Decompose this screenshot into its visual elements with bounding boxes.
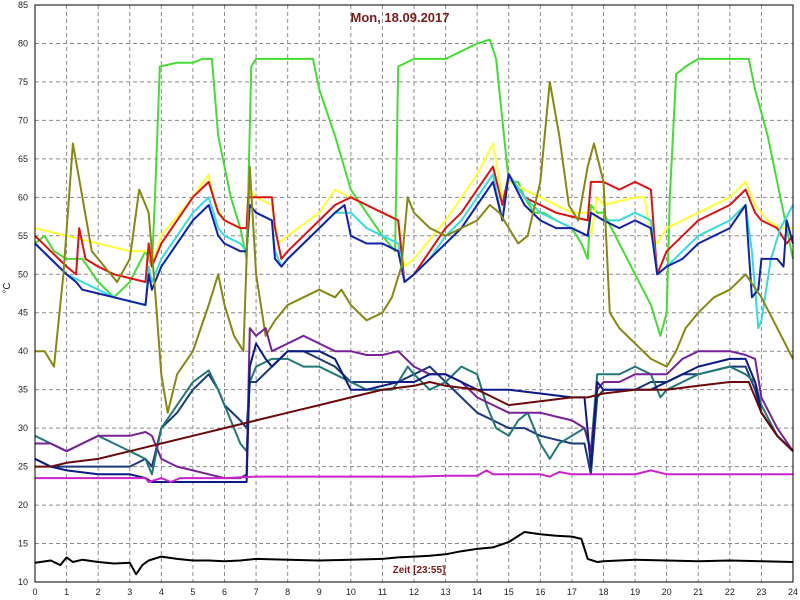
x-tick-label: 20 <box>662 587 672 597</box>
series-line-6 <box>35 80 794 414</box>
x-tick-label: 13 <box>441 587 451 597</box>
series-line-13 <box>34 531 794 576</box>
axes: 0 1 2 3 4 5 6 7 8 9 10 11 12 13 14 15 16 17 18 19 20 21 22 23 24… <box>18 0 798 597</box>
x-tick-label: 17 <box>567 587 577 597</box>
series-line-10 <box>34 342 794 483</box>
y-axis-label: °C <box>2 282 13 293</box>
x-tick-label: 7 <box>254 587 259 597</box>
y-tick-label: 20 <box>18 500 28 510</box>
y-tick-label: 85 <box>18 0 28 10</box>
y-tick-label: 55 <box>18 231 28 241</box>
x-tick-label: 9 <box>317 587 322 597</box>
x-tick-label: 8 <box>285 587 290 597</box>
x-tick-label: 1 <box>64 587 69 597</box>
x-tick-label: 19 <box>630 587 640 597</box>
x-tick-label: 10 <box>346 587 356 597</box>
plot-frame <box>34 4 794 583</box>
x-tick-label: 15 <box>504 587 514 597</box>
x-tick-label: 0 <box>32 587 37 597</box>
x-tick-label: 14 <box>472 587 482 597</box>
series-line-11 <box>35 381 794 468</box>
x-tick-label: 4 <box>159 587 164 597</box>
chart-title: Mon, 18.09.2017 <box>351 10 450 25</box>
y-tick-label: 80 <box>18 38 28 48</box>
x-tick-label: 18 <box>598 587 608 597</box>
y-tick-label: 30 <box>18 423 28 433</box>
y-tick-label: 50 <box>18 269 28 279</box>
series-line-1 <box>34 38 794 337</box>
x-tick-label: 21 <box>693 587 703 597</box>
x-tick-label: 5 <box>190 587 195 597</box>
y-tick-label: 40 <box>18 346 28 356</box>
x-tick-label: 11 <box>378 587 387 597</box>
x-tick-label: 16 <box>535 587 545 597</box>
y-tick-label: 45 <box>18 308 28 318</box>
x-tick-label: 22 <box>725 587 735 597</box>
x-tick-label: 24 <box>788 587 798 597</box>
series-line-9 <box>35 327 794 480</box>
y-tick-label: 70 <box>18 115 28 125</box>
y-tick-label: 75 <box>18 77 28 87</box>
x-tick-label: 6 <box>222 587 227 597</box>
y-tick-label: 15 <box>18 539 28 549</box>
series-group <box>34 38 794 576</box>
x-tick-label: 3 <box>127 587 132 597</box>
y-tick-label: 60 <box>18 192 28 202</box>
x-axis-label: Zeit [23:55] <box>393 565 446 576</box>
x-tick-label: 2 <box>96 587 101 597</box>
y-tick-label: 65 <box>18 154 28 164</box>
series-line-3 <box>34 165 794 283</box>
series-line-12 <box>35 469 793 483</box>
y-tick-label: 10 <box>18 577 28 587</box>
series-line-5 <box>34 173 794 306</box>
y-tick-label: 25 <box>18 462 28 472</box>
y-tick-label: 35 <box>18 385 28 395</box>
x-tick-label: 12 <box>409 587 419 597</box>
x-tick-label: 23 <box>756 587 766 597</box>
